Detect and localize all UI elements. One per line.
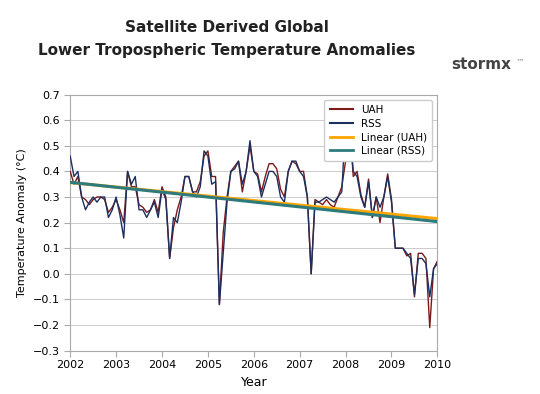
Text: stormx: stormx — [451, 57, 511, 72]
X-axis label: Year: Year — [240, 376, 267, 389]
Legend: UAH, RSS, Linear (UAH), Linear (RSS): UAH, RSS, Linear (UAH), Linear (RSS) — [325, 100, 432, 161]
Y-axis label: Temperature Anomaly (°C): Temperature Anomaly (°C) — [17, 148, 27, 297]
Text: ™: ™ — [516, 58, 524, 67]
Text: Satellite Derived Global: Satellite Derived Global — [125, 20, 329, 35]
Text: Lower Tropospheric Temperature Anomalies: Lower Tropospheric Temperature Anomalies — [38, 43, 415, 58]
